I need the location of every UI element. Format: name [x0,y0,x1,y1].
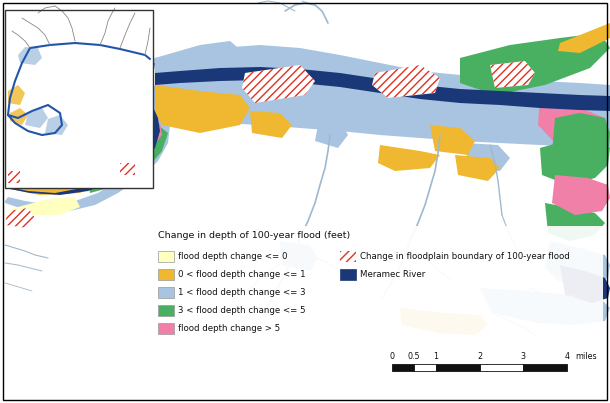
Bar [340,269,356,280]
Polygon shape [490,61,535,88]
Polygon shape [122,123,162,163]
Polygon shape [25,108,48,128]
Polygon shape [5,107,160,195]
Polygon shape [315,121,348,148]
Bar [436,364,479,371]
Polygon shape [552,113,610,175]
Bar [158,305,174,316]
Polygon shape [480,288,610,325]
Polygon shape [460,33,610,95]
Polygon shape [5,208,35,228]
Polygon shape [250,111,292,138]
Polygon shape [5,155,110,195]
Text: 3 < flood depth change <= 5: 3 < flood depth change <= 5 [178,306,306,315]
Polygon shape [155,85,250,133]
Text: miles: miles [575,352,597,361]
Bar [5,10,153,188]
Polygon shape [560,265,610,303]
Polygon shape [5,63,155,129]
Text: 1: 1 [433,352,438,361]
Text: flood depth change > 5: flood depth change > 5 [178,324,280,333]
Polygon shape [155,45,610,149]
Polygon shape [558,23,610,53]
Bar [158,269,174,280]
Polygon shape [430,125,475,155]
Polygon shape [242,65,315,103]
Polygon shape [115,125,168,183]
Text: 3: 3 [521,352,526,361]
Polygon shape [378,145,440,171]
Text: Change in floodplain boundary of 100-year flood: Change in floodplain boundary of 100-yea… [360,252,570,261]
Bar [158,323,174,334]
Bar [340,251,356,262]
Polygon shape [45,115,68,135]
Polygon shape [5,58,158,143]
Text: Meramec River: Meramec River [360,270,425,279]
Text: 0 < flood depth change <= 1: 0 < flood depth change <= 1 [178,270,306,279]
Polygon shape [155,67,610,111]
Bar [392,364,414,371]
Polygon shape [10,108,28,125]
Polygon shape [5,141,35,165]
Text: 4: 4 [564,352,570,361]
Text: flood depth change <= 0: flood depth change <= 0 [178,252,287,261]
Polygon shape [5,123,30,145]
Polygon shape [400,308,488,335]
Polygon shape [8,85,25,105]
Polygon shape [75,155,125,188]
Polygon shape [18,47,42,65]
Polygon shape [5,85,170,213]
Text: Change in depth of 100-year flood (feet): Change in depth of 100-year flood (feet) [158,231,350,240]
Polygon shape [155,41,250,93]
Bar [5,10,153,188]
Polygon shape [455,155,500,181]
Polygon shape [88,155,140,193]
Polygon shape [540,138,610,185]
Polygon shape [545,203,605,241]
Bar [414,364,436,371]
Polygon shape [545,241,610,285]
Polygon shape [280,241,318,271]
Text: 0: 0 [390,352,395,361]
Polygon shape [552,175,610,215]
Bar [158,251,174,262]
Bar [479,364,523,371]
Text: 1 < flood depth change <= 3: 1 < flood depth change <= 3 [178,288,306,297]
Bar [523,364,567,371]
Polygon shape [465,143,510,171]
Polygon shape [5,197,80,215]
Polygon shape [538,95,608,145]
Bar [153,226,603,388]
Polygon shape [372,65,440,98]
Text: 0.5: 0.5 [407,352,420,361]
Text: 2: 2 [477,352,482,361]
Bar [158,287,174,298]
